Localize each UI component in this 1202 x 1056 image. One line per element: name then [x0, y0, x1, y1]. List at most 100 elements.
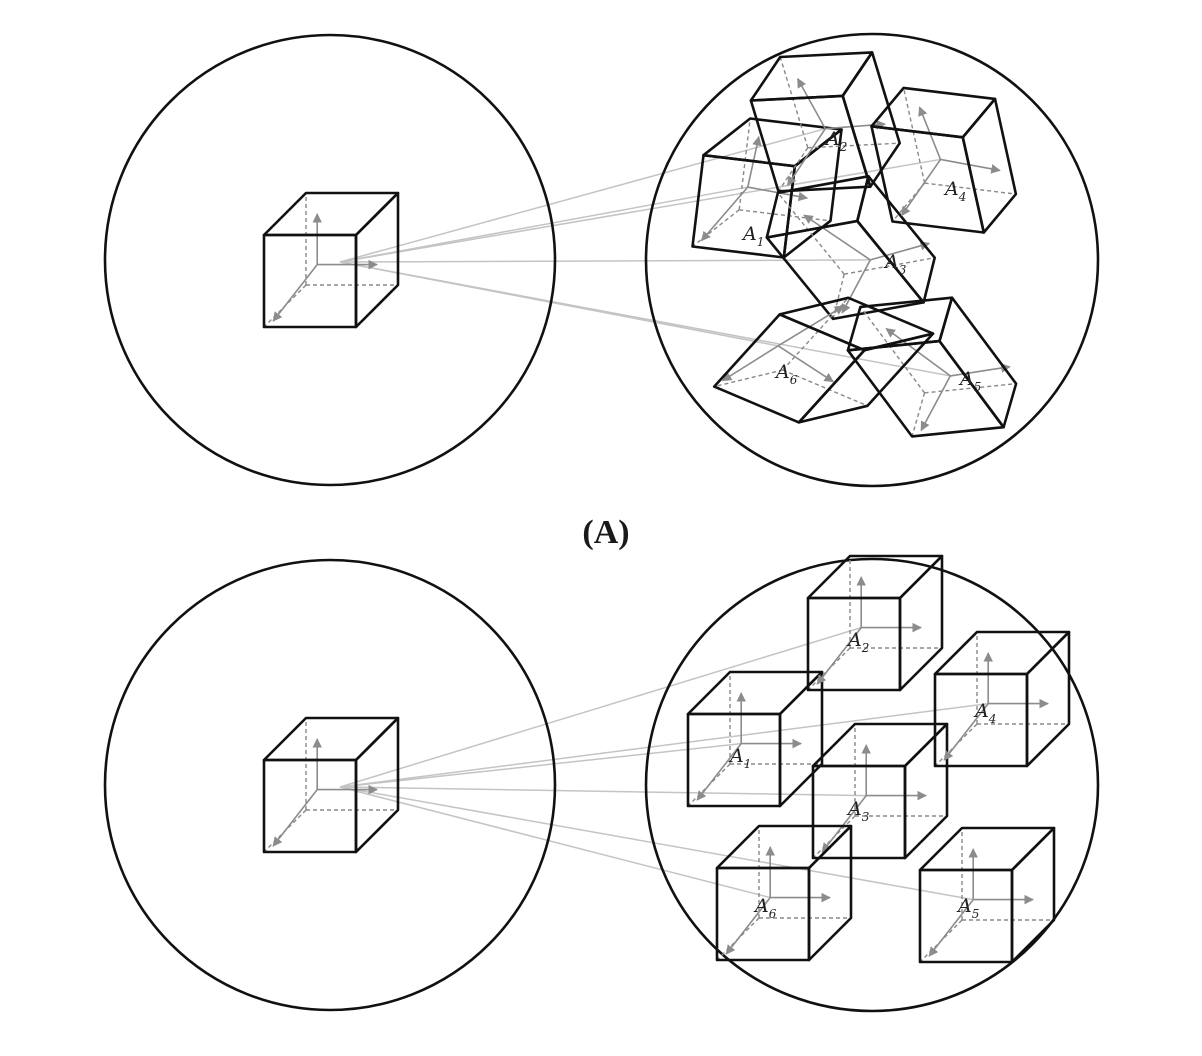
- panel-b-mapping-ray-a5: [339, 786, 974, 901]
- panel-b-target-cube-a6: [715, 824, 853, 962]
- cube-side-face: [354, 191, 400, 329]
- target-domain-circle-a: [644, 32, 1100, 488]
- panel-b-label-a2-subscript: 2: [861, 641, 870, 655]
- basis-vector-arrow: [272, 264, 318, 322]
- hidden-edge: [911, 392, 926, 437]
- cube-side-face: [961, 97, 1018, 234]
- domains-and-cubes: [103, 32, 1100, 1013]
- basis-vector-arrow: [803, 214, 871, 261]
- panel-a-label-a6-subscript: 6: [790, 373, 798, 387]
- cube-side-face: [841, 51, 902, 188]
- panel-a-label-a3-subscript: 3: [899, 263, 907, 277]
- panel-a-target-cube-a6: [712, 296, 935, 424]
- panel-b-label-a4-subscript: 4: [988, 712, 997, 726]
- panel-a-label-a5-subscript: 5: [974, 380, 982, 394]
- cube-side-face: [1010, 826, 1056, 964]
- basis-vector-arrow: [700, 186, 749, 242]
- basis-vector-arrow: [725, 897, 771, 955]
- panel-b-target-cube-a1: [686, 670, 824, 808]
- cube-side-face: [898, 554, 944, 692]
- hidden-edge: [902, 87, 926, 184]
- source-domain-circle-a: [103, 33, 557, 487]
- panel-a-source-cube: [262, 191, 400, 329]
- basis-vector-arrow: [777, 305, 845, 347]
- panel-b-label-a1: A1: [728, 745, 751, 771]
- cube-side-face: [903, 722, 949, 860]
- panel-a-label-a4-subscript: 4: [958, 190, 967, 204]
- panel-a-mapping-ray-a4: [339, 158, 941, 263]
- basis-vector-arrow: [821, 795, 867, 853]
- hidden-edge: [924, 182, 1017, 195]
- hidden-edge: [924, 383, 1017, 394]
- basis-vector-arrow: [797, 77, 826, 130]
- panel-a-mapping-ray-a6: [339, 261, 779, 347]
- cube-front-face: [870, 125, 986, 234]
- hidden-edge: [782, 297, 849, 371]
- cube-side-face: [778, 670, 824, 808]
- panel-b-label-a5-subscript: 5: [972, 907, 980, 921]
- panel-a-target-cube-a5: [846, 296, 1018, 438]
- target-domain-circle-b: [644, 557, 1100, 1013]
- panel-b-mapping-ray-a1: [339, 742, 742, 788]
- panel-b-target-cube-a3: [811, 722, 949, 860]
- panel-a-mapping-ray-a2: [339, 127, 826, 263]
- panel-b-target-cube-a5: [918, 826, 1056, 964]
- panel-a-label-a3: A3: [883, 251, 907, 277]
- hidden-edge: [739, 209, 831, 222]
- panel-b-label-a1-subscript: 1: [744, 757, 752, 771]
- panel-a-target-cube-a4: [870, 86, 1018, 234]
- basis-vector-arrow: [900, 158, 942, 217]
- panel-b-label-a6: A6: [753, 895, 777, 921]
- panel-a-label: (A): [582, 514, 629, 551]
- panel-a-target-cube-a3: [765, 175, 937, 321]
- hidden-edge: [859, 306, 926, 394]
- hidden-edge: [782, 369, 868, 407]
- cube-side-face: [797, 332, 935, 424]
- basis-vector-arrow: [721, 345, 779, 382]
- basis-vector-arrow: [870, 241, 931, 261]
- panel-a-mapping-ray-a1: [339, 186, 748, 263]
- cube-side-face: [1025, 630, 1071, 768]
- panel-b-mapping-ray-a3: [339, 786, 867, 797]
- panel-a-label-a2-subscript: 2: [839, 140, 848, 154]
- panel-b-label-a2: A2: [846, 629, 869, 655]
- panel-a-label-a4: A4: [943, 178, 966, 204]
- panel-b-mapping-ray-a4: [339, 702, 989, 788]
- panel-b-label-a3-subscript: 3: [862, 810, 870, 824]
- basis-vector-arrow: [696, 743, 742, 801]
- basis-vector-arrow: [786, 128, 826, 187]
- basis-vector-arrow: [950, 363, 1011, 377]
- panel-a-label-a2: A2: [824, 128, 847, 154]
- panel-a-mapping-ray-a3: [339, 259, 871, 263]
- cube-top-face: [702, 117, 843, 168]
- basis-vector-arrow: [920, 375, 952, 432]
- panel-b-label-a6-subscript: 6: [769, 907, 777, 921]
- basis-vector-arrow: [885, 327, 951, 377]
- cube-front-face: [262, 233, 358, 329]
- panel-a-label-a1: A1: [741, 223, 764, 249]
- basis-vector-arrow: [943, 703, 989, 761]
- hidden-edge: [777, 192, 845, 275]
- hidden-edge: [777, 147, 809, 192]
- cube-side-face: [782, 128, 843, 259]
- basis-vector-arrow: [272, 789, 318, 847]
- basis-vector-arrow: [816, 627, 862, 685]
- panel-b-mapping-ray-a2: [339, 626, 862, 788]
- cube-side-face: [807, 824, 853, 962]
- cube-side-face: [855, 175, 937, 304]
- cube-side-face: [938, 296, 1018, 429]
- basis-vector-arrow: [825, 119, 886, 130]
- hidden-edge: [692, 209, 740, 248]
- cube-side-face: [354, 716, 400, 854]
- panel-a-target-cube-a2: [749, 51, 902, 193]
- panel-b-target-cube-a2: [806, 554, 944, 692]
- panel-b-label-a3: A3: [846, 798, 870, 824]
- hidden-edge: [844, 257, 935, 275]
- hidden-edge: [714, 369, 783, 388]
- basis-vector-arrow: [777, 345, 835, 383]
- basis-vector-arrow: [841, 259, 872, 314]
- panel-a-label-a6: A6: [774, 361, 798, 387]
- panel-b-mapping-ray-a6: [339, 786, 771, 899]
